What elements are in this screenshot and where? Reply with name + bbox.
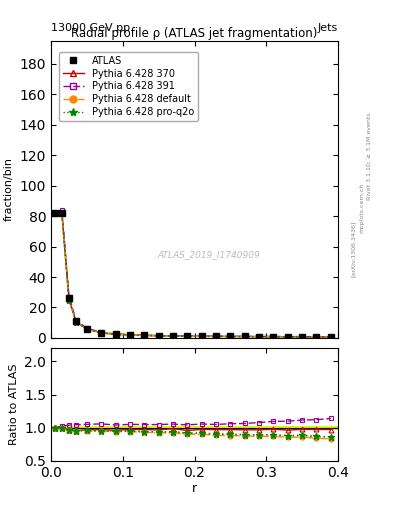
Text: 13000 GeV pp: 13000 GeV pp xyxy=(51,23,130,33)
Bar xyxy=(51,425,338,430)
Text: mcplots.cern.ch: mcplots.cern.ch xyxy=(359,182,364,232)
Y-axis label: fraction/bin: fraction/bin xyxy=(4,158,14,222)
Legend: ATLAS, Pythia 6.428 370, Pythia 6.428 391, Pythia 6.428 default, Pythia 6.428 pr: ATLAS, Pythia 6.428 370, Pythia 6.428 39… xyxy=(59,52,198,121)
Text: Rivet 3.1.10; ≥ 3.1M events: Rivet 3.1.10; ≥ 3.1M events xyxy=(367,112,372,200)
Text: [arXiv:1306.3436]: [arXiv:1306.3436] xyxy=(351,220,356,276)
Text: ATLAS_2019_I1740909: ATLAS_2019_I1740909 xyxy=(158,250,260,259)
Title: Radial profile ρ (ATLAS jet fragmentation): Radial profile ρ (ATLAS jet fragmentatio… xyxy=(72,27,318,40)
X-axis label: r: r xyxy=(192,482,197,496)
Text: Jets: Jets xyxy=(318,23,338,33)
Y-axis label: Ratio to ATLAS: Ratio to ATLAS xyxy=(9,364,19,445)
